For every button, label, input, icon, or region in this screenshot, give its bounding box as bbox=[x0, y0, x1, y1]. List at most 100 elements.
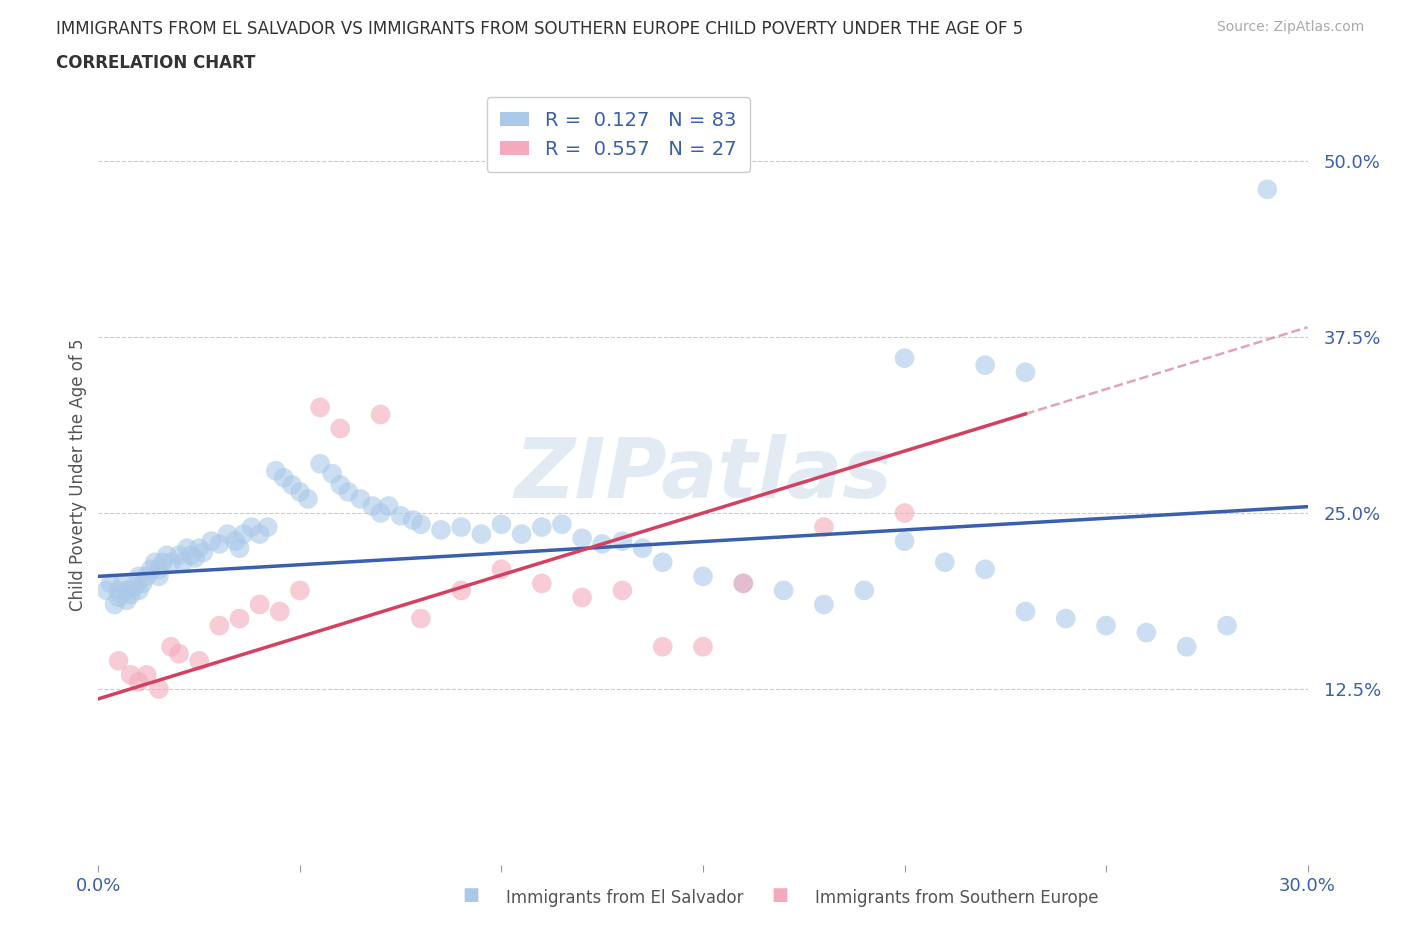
Point bbox=[167, 548, 190, 563]
Point bbox=[309, 400, 332, 415]
Point bbox=[152, 555, 174, 570]
Point bbox=[193, 545, 215, 560]
Point bbox=[853, 583, 876, 598]
Point bbox=[148, 682, 170, 697]
Point bbox=[208, 537, 231, 551]
Point bbox=[1216, 618, 1239, 633]
Point bbox=[813, 597, 835, 612]
Point bbox=[470, 526, 492, 541]
Point bbox=[530, 520, 553, 535]
Point bbox=[893, 534, 915, 549]
Point bbox=[377, 498, 399, 513]
Point bbox=[402, 512, 425, 527]
Point bbox=[1256, 182, 1278, 197]
Text: ■: ■ bbox=[772, 886, 789, 904]
Point bbox=[450, 520, 472, 535]
Point bbox=[409, 611, 432, 626]
Point bbox=[176, 540, 198, 555]
Point bbox=[107, 590, 129, 604]
Point bbox=[389, 509, 412, 524]
Point bbox=[974, 562, 997, 577]
Point bbox=[772, 583, 794, 598]
Point bbox=[100, 576, 122, 591]
Text: Immigrants from Southern Europe: Immigrants from Southern Europe bbox=[815, 889, 1099, 907]
Point bbox=[571, 590, 593, 604]
Point bbox=[208, 618, 231, 633]
Point bbox=[96, 583, 118, 598]
Point bbox=[329, 477, 352, 492]
Text: Immigrants from El Salvador: Immigrants from El Salvador bbox=[506, 889, 744, 907]
Point bbox=[551, 517, 574, 532]
Point bbox=[139, 562, 162, 577]
Point bbox=[228, 611, 250, 626]
Point bbox=[631, 540, 654, 555]
Text: Source: ZipAtlas.com: Source: ZipAtlas.com bbox=[1216, 20, 1364, 34]
Point bbox=[288, 485, 311, 499]
Point bbox=[256, 520, 278, 535]
Point bbox=[107, 583, 129, 598]
Point bbox=[188, 654, 211, 669]
Point bbox=[172, 555, 194, 570]
Point bbox=[160, 555, 183, 570]
Point bbox=[217, 526, 239, 541]
Point bbox=[370, 506, 392, 521]
Point bbox=[733, 576, 755, 591]
Point bbox=[612, 534, 634, 549]
Point bbox=[571, 531, 593, 546]
Point bbox=[132, 576, 155, 591]
Point bbox=[115, 592, 138, 607]
Text: CORRELATION CHART: CORRELATION CHART bbox=[56, 54, 256, 72]
Point bbox=[491, 517, 513, 532]
Point bbox=[115, 583, 138, 598]
Point bbox=[297, 491, 319, 506]
Point bbox=[148, 569, 170, 584]
Point bbox=[612, 583, 634, 598]
Point bbox=[337, 485, 360, 499]
Point bbox=[893, 506, 915, 521]
Point bbox=[1175, 639, 1198, 654]
Point bbox=[128, 569, 150, 584]
Point bbox=[491, 562, 513, 577]
Point bbox=[224, 534, 246, 549]
Point bbox=[148, 562, 170, 577]
Point bbox=[288, 583, 311, 598]
Point bbox=[370, 407, 392, 422]
Point bbox=[450, 583, 472, 598]
Point bbox=[1135, 625, 1157, 640]
Point bbox=[692, 639, 714, 654]
Point bbox=[180, 548, 202, 563]
Point bbox=[135, 569, 157, 584]
Point bbox=[107, 654, 129, 669]
Point bbox=[934, 555, 956, 570]
Point bbox=[1014, 604, 1036, 619]
Point bbox=[733, 576, 755, 591]
Point bbox=[591, 537, 613, 551]
Point bbox=[651, 639, 673, 654]
Point bbox=[135, 668, 157, 683]
Point bbox=[200, 534, 222, 549]
Point bbox=[160, 639, 183, 654]
Point bbox=[430, 523, 453, 538]
Point bbox=[143, 555, 166, 570]
Point bbox=[1054, 611, 1077, 626]
Point bbox=[530, 576, 553, 591]
Point bbox=[249, 597, 271, 612]
Point bbox=[409, 517, 432, 532]
Point bbox=[184, 551, 207, 565]
Point bbox=[120, 668, 142, 683]
Point bbox=[349, 491, 371, 506]
Point bbox=[167, 646, 190, 661]
Point bbox=[321, 466, 343, 481]
Point bbox=[103, 597, 125, 612]
Point bbox=[974, 358, 997, 373]
Point bbox=[232, 526, 254, 541]
Point bbox=[188, 540, 211, 555]
Point bbox=[281, 477, 304, 492]
Text: IMMIGRANTS FROM EL SALVADOR VS IMMIGRANTS FROM SOUTHERN EUROPE CHILD POVERTY UND: IMMIGRANTS FROM EL SALVADOR VS IMMIGRANT… bbox=[56, 20, 1024, 38]
Point bbox=[510, 526, 533, 541]
Point bbox=[128, 583, 150, 598]
Point bbox=[228, 540, 250, 555]
Point bbox=[309, 457, 332, 472]
Text: ZIPatlas: ZIPatlas bbox=[515, 433, 891, 515]
Point bbox=[156, 548, 179, 563]
